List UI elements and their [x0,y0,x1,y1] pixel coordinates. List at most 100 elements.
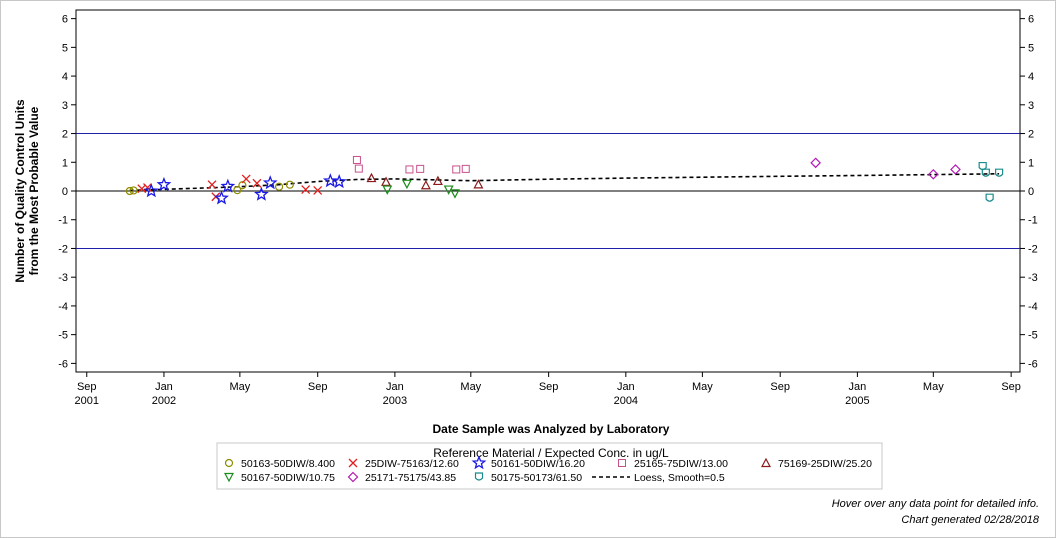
legend-label: 50161-50DIW/16.20 [491,458,585,470]
data-point[interactable] [366,172,377,183]
x-tick-label: Jan [155,381,173,393]
y-tick-label-left: -2 [58,243,68,255]
legend-marker [224,458,234,468]
legend-marker [347,471,359,483]
generated-note: Chart generated 02/28/2018 [901,514,1039,526]
data-point[interactable] [449,189,460,199]
data-point[interactable] [125,186,134,196]
legend-label: 25165-75DIW/13.00 [634,458,728,470]
data-point[interactable] [950,164,961,175]
data-point[interactable] [238,181,247,190]
data-point[interactable] [220,178,236,193]
x-axis-title: Date Sample was Analyzed by Laboratory [433,422,670,436]
data-point[interactable] [401,179,412,190]
data-point[interactable] [420,179,431,190]
x-tick-label: May [460,381,481,393]
series-0 [125,180,294,196]
x-tick-year-label: 2005 [845,395,869,407]
x-tick-label: Jan [849,381,867,393]
y-tick-label-right: 2 [1028,129,1034,141]
legend-label: 50167-50DIW/10.75 [241,472,335,484]
series-7 [978,161,1004,202]
legend-label: Loess, Smooth=0.5 [634,472,725,484]
series-2 [143,173,347,205]
data-point[interactable] [354,164,363,173]
data-point[interactable] [810,157,821,169]
data-point[interactable] [274,182,284,191]
data-point[interactable] [981,168,990,177]
y-tick-label-right: 6 [1028,14,1034,26]
x-tick-label: Sep [1001,381,1021,393]
x-tick-year-label: 2002 [152,395,176,407]
y-axis-title-line2: from the Most Probable Value [27,106,41,275]
x-tick-label: May [692,381,713,393]
y-axis-right: -6 -5 -4 -3 -2 -1 0 1 2 3 4 5 6 [1020,14,1038,370]
loess-line [129,173,1000,192]
legend-marker [761,457,771,468]
legend-marker [224,472,234,483]
data-point[interactable] [473,179,484,189]
x-tick-label: Sep [770,381,790,393]
x-tick-label: Sep [308,381,328,393]
data-point[interactable] [352,155,361,164]
data-point[interactable] [461,164,470,173]
series-3 [352,155,470,174]
data-point[interactable] [405,165,414,174]
legend-marker [474,472,484,481]
y-tick-label-right: -5 [1028,330,1038,342]
legend-title: Reference Material / Expected Conc. in u… [433,446,669,460]
x-tick-label: Jan [617,381,635,393]
data-point[interactable] [143,183,152,193]
data-point[interactable] [129,186,138,195]
data-point[interactable] [301,185,311,195]
data-point[interactable] [253,186,269,201]
loess-smooth [129,173,1000,192]
x-tick-label: Jan [386,381,404,393]
x-tick-year-label: 2004 [614,395,638,407]
data-point[interactable] [285,180,294,189]
legend-marker [618,459,626,467]
hover-note: Hover over any data point for detailed i… [832,498,1039,510]
legend-label: 50163-50DIW/8.400 [241,458,335,470]
legend-label: 75169-25DIW/25.20 [778,458,872,470]
legend-marker [471,455,487,470]
series-6 [810,157,961,180]
data-point[interactable] [381,176,392,186]
data-point[interactable] [207,180,217,190]
y-tick-label-left: 4 [62,71,68,83]
data-point[interactable] [143,183,159,198]
data-point[interactable] [452,165,461,174]
data-point[interactable] [995,168,1004,177]
y-tick-label-left: 1 [62,157,68,169]
series-5 [382,179,460,199]
legend: Reference Material / Expected Conc. in u… [216,442,883,490]
data-point[interactable] [927,168,939,180]
data-point[interactable] [252,178,262,188]
data-point[interactable] [331,174,347,189]
y-tick-label-left: -1 [58,215,68,227]
data-point[interactable] [322,173,338,188]
x-tick-label: May [229,381,250,393]
legend-label: 25DIW-75163/12.60 [365,458,459,470]
data-point[interactable] [214,190,229,205]
data-point[interactable] [233,186,242,195]
y-tick-label-right: -6 [1028,358,1038,370]
y-axis-left: -6 -5 -4 -3 -2 -1 0 1 2 3 4 5 6 [58,14,76,370]
data-point[interactable] [382,185,393,195]
y-tick-label-right: -4 [1028,301,1038,313]
data-point[interactable] [985,193,994,202]
data-point[interactable] [313,185,323,195]
data-point[interactable] [416,164,425,173]
y-tick-label-right: 3 [1028,100,1034,112]
data-point[interactable] [262,175,278,190]
data-point[interactable] [432,175,443,186]
y-axis-title-line1: Number of Quality Control Units [13,99,27,283]
data-points [125,155,1004,205]
legend-label: 25171-75175/43.85 [365,472,456,484]
y-tick-label-right: -3 [1028,272,1038,284]
data-point[interactable] [156,176,172,191]
legend-label: 50175-50173/61.50 [491,472,582,484]
y-tick-label-left: 6 [62,14,68,26]
data-point[interactable] [241,174,251,184]
